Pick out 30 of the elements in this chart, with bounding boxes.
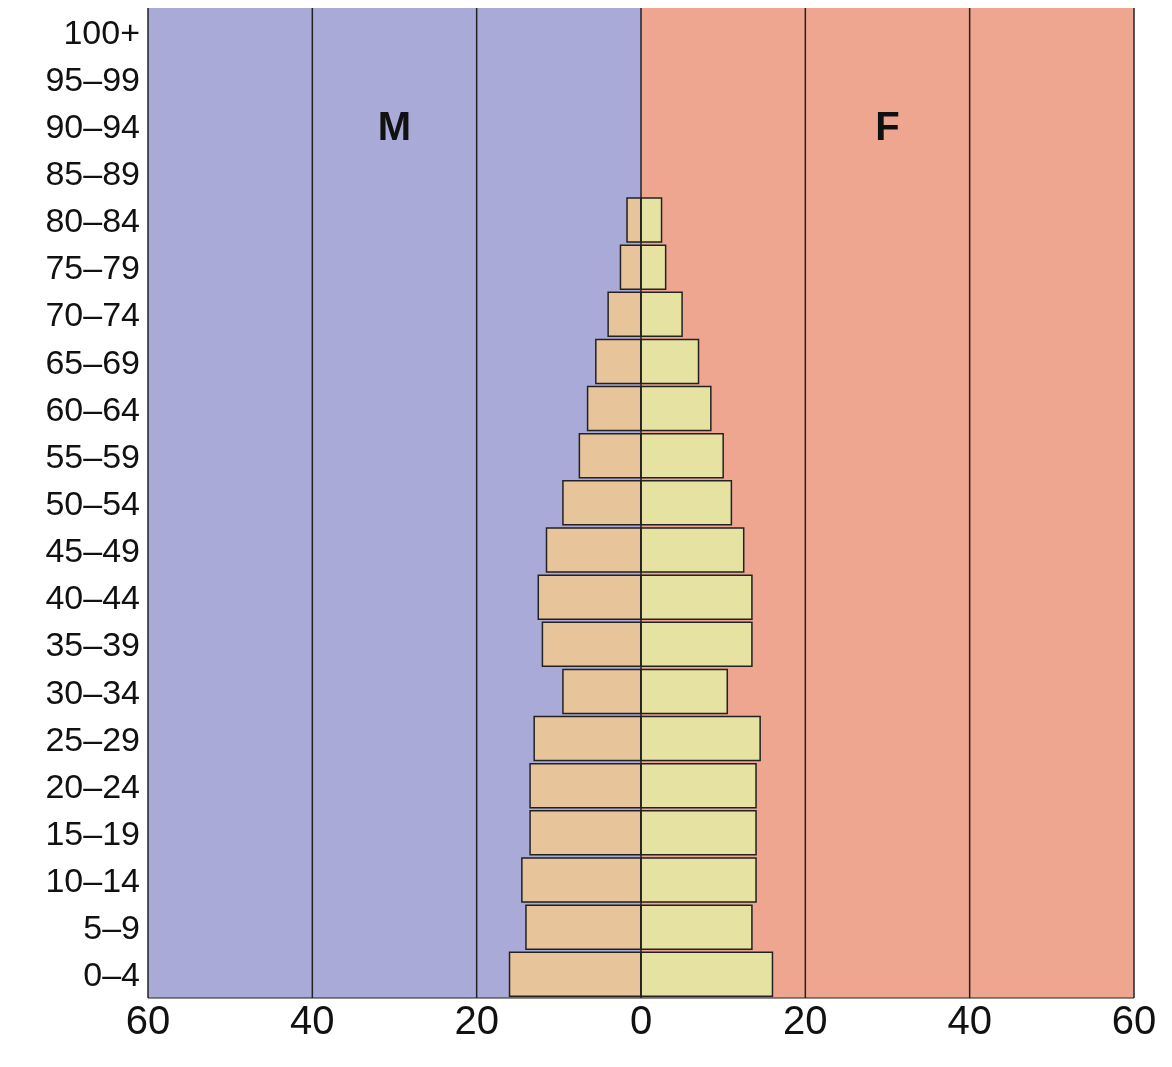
y-tick-label: 10–14 — [45, 861, 140, 900]
y-tick-label: 15–19 — [45, 814, 140, 853]
x-tick-label: 0 — [629, 998, 653, 1043]
x-tick-label: 20 — [783, 998, 828, 1043]
y-tick-label: 0–4 — [83, 955, 140, 994]
y-tick-label: 95–99 — [45, 59, 140, 98]
y-tick-label: 60–64 — [45, 389, 140, 428]
x-tick-label: 20 — [454, 998, 499, 1043]
x-tick-label: 40 — [290, 998, 335, 1043]
y-tick-label: 80–84 — [45, 201, 140, 240]
y-tick-label: 55–59 — [45, 436, 140, 475]
y-tick-label: 5–9 — [83, 908, 140, 947]
y-tick-label: 100+ — [63, 12, 140, 51]
y-tick-label: 50–54 — [45, 484, 140, 523]
y-tick-label: 30–34 — [45, 672, 140, 711]
y-tick-label: 90–94 — [45, 106, 140, 145]
annotation: F — [875, 104, 900, 149]
x-tick-label: 60 — [125, 998, 171, 1043]
y-tick-label: 35–39 — [45, 625, 140, 664]
y-tick-label: 25–29 — [45, 719, 140, 758]
y-tick-label: 20–24 — [45, 766, 140, 805]
annotation: M — [377, 104, 412, 149]
y-tick-label: 40–44 — [45, 578, 140, 617]
x-tick-label: 40 — [947, 998, 992, 1043]
y-tick-label: 70–74 — [45, 295, 140, 334]
y-tick-label: 65–69 — [45, 342, 140, 381]
y-tick-label: 85–89 — [45, 154, 140, 193]
y-tick-label: 75–79 — [45, 248, 140, 287]
x-tick-label: 60 — [1111, 998, 1157, 1043]
y-tick-label: 45–49 — [45, 531, 140, 570]
